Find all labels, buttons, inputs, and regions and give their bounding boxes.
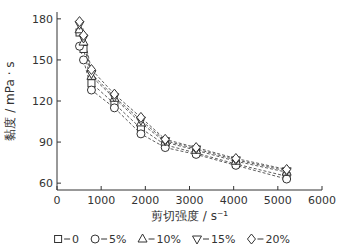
x-tick-label: 2000 (131, 194, 159, 207)
plot-area (75, 17, 291, 183)
data-point (137, 112, 145, 122)
y-tick-label: 180 (32, 13, 53, 26)
y-tick (57, 101, 61, 102)
chart: 60 90 120 150 180 0 1000 2000 3000 4000 5000 6000 剪切… (0, 0, 344, 250)
x-tick (277, 186, 278, 190)
legend-dash (149, 239, 155, 240)
x-tick-label: 1000 (87, 194, 115, 207)
data-point (80, 30, 88, 40)
legend-item: 10% (138, 233, 181, 246)
x-tick (57, 186, 58, 190)
y-tick-label: 90 (39, 136, 53, 149)
legend-label: 10% (157, 233, 181, 246)
legend-label: 15% (211, 233, 235, 246)
y-tick-label: 60 (39, 177, 53, 190)
legend: 0 5% 10% 15% 20% (55, 233, 290, 246)
series-line (80, 22, 287, 170)
series-line (80, 30, 287, 172)
x-tick-label: 6000 (308, 194, 336, 207)
x-tick (322, 186, 323, 190)
legend-item: 5% (91, 233, 126, 246)
legend-item: 20% (247, 233, 289, 246)
y-axis-label: 黏度 / mPa · s (3, 61, 17, 140)
series-line (80, 46, 287, 179)
y-tick (57, 183, 61, 184)
data-point (192, 143, 200, 153)
legend-marker (91, 235, 99, 243)
legend-dash (101, 239, 107, 240)
y-tick-label: 120 (32, 95, 53, 108)
data-point (232, 154, 240, 164)
series-line (80, 24, 287, 171)
legend-marker (193, 236, 202, 244)
data-point (87, 86, 95, 94)
x-tick-label: 0 (54, 194, 61, 207)
x-tick-label: 3000 (176, 194, 204, 207)
data-point (87, 65, 95, 75)
data-point (110, 104, 118, 112)
x-tick-label: 5000 (264, 194, 292, 207)
legend-label: 5% (109, 233, 126, 246)
x-tick-label: 4000 (220, 194, 248, 207)
x-tick (101, 186, 102, 190)
x-axis-label: 剪切强度 / s⁻¹ (151, 209, 228, 223)
legend-dash (257, 239, 263, 240)
y-tick (57, 142, 61, 143)
legend-marker (55, 236, 62, 243)
data-point (137, 130, 145, 138)
legend-marker (247, 234, 255, 244)
legend-dash (203, 239, 209, 240)
y-tick-label: 150 (32, 54, 53, 67)
legend-marker (138, 234, 147, 242)
y-tick (57, 59, 61, 60)
x-tick (233, 186, 234, 190)
data-point (161, 134, 169, 144)
y-tick (57, 18, 61, 19)
legend-label: 0 (72, 233, 79, 246)
legend-dash (64, 239, 70, 240)
x-tick (189, 186, 190, 190)
data-point (110, 89, 118, 99)
data-point (283, 164, 291, 174)
data-point (76, 17, 84, 27)
data-point (80, 56, 88, 64)
legend-label: 20% (265, 233, 289, 246)
legend-item: 15% (193, 233, 236, 246)
x-tick (145, 186, 146, 190)
legend-item: 0 (55, 233, 80, 246)
series-line (80, 33, 287, 177)
